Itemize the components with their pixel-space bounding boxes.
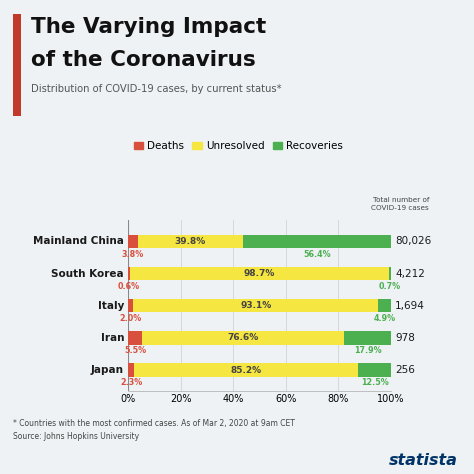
Text: 39.8%: 39.8%: [175, 237, 206, 246]
Text: Source: Johns Hopkins University: Source: Johns Hopkins University: [13, 432, 139, 441]
Bar: [133, 299, 378, 312]
Text: 1,694: 1,694: [395, 301, 425, 311]
Bar: [128, 235, 138, 248]
Bar: [358, 364, 391, 377]
Text: 0.6%: 0.6%: [118, 282, 140, 291]
Bar: [378, 299, 391, 312]
Bar: [129, 267, 389, 280]
Bar: [128, 267, 129, 280]
Text: 256: 256: [395, 365, 415, 375]
Text: 98.7%: 98.7%: [244, 269, 275, 278]
Text: 17.9%: 17.9%: [354, 346, 381, 356]
Text: * Countries with the most confirmed cases. As of Mar 2, 2020 at 9am CET: * Countries with the most confirmed case…: [13, 419, 295, 428]
Text: 4,212: 4,212: [395, 269, 425, 279]
Text: South Korea: South Korea: [51, 269, 124, 279]
Bar: [389, 267, 391, 280]
Text: 0.7%: 0.7%: [379, 282, 401, 291]
Text: 85.2%: 85.2%: [230, 365, 262, 374]
Text: 2.3%: 2.3%: [120, 379, 142, 387]
Text: Italy: Italy: [98, 301, 124, 311]
Bar: [143, 331, 344, 345]
Bar: [128, 299, 133, 312]
Text: 80,026: 80,026: [395, 237, 431, 246]
Text: 76.6%: 76.6%: [228, 333, 259, 342]
Legend: Deaths, Unresolved, Recoveries: Deaths, Unresolved, Recoveries: [129, 137, 347, 155]
Text: 5.5%: 5.5%: [124, 346, 146, 356]
Text: Total number of
COVID-19 cases: Total number of COVID-19 cases: [371, 197, 429, 211]
Text: 2.0%: 2.0%: [119, 314, 142, 323]
Text: of the Coronavirus: of the Coronavirus: [31, 50, 255, 70]
Bar: [138, 235, 243, 248]
Text: 3.8%: 3.8%: [122, 250, 144, 259]
Bar: [344, 331, 391, 345]
Text: Mainland China: Mainland China: [33, 237, 124, 246]
Bar: [128, 364, 134, 377]
Text: 978: 978: [395, 333, 415, 343]
Text: Distribution of COVID-19 cases, by current status*: Distribution of COVID-19 cases, by curre…: [31, 84, 282, 94]
Bar: [128, 331, 143, 345]
Text: Japan: Japan: [91, 365, 124, 375]
Text: statista: statista: [389, 453, 457, 468]
Text: The Varying Impact: The Varying Impact: [31, 17, 266, 36]
Text: 56.4%: 56.4%: [303, 250, 331, 259]
Bar: [134, 364, 358, 377]
Text: 4.9%: 4.9%: [374, 314, 396, 323]
Text: Iran: Iran: [100, 333, 124, 343]
Text: 12.5%: 12.5%: [361, 379, 389, 387]
Text: 93.1%: 93.1%: [240, 301, 271, 310]
Bar: [243, 235, 391, 248]
